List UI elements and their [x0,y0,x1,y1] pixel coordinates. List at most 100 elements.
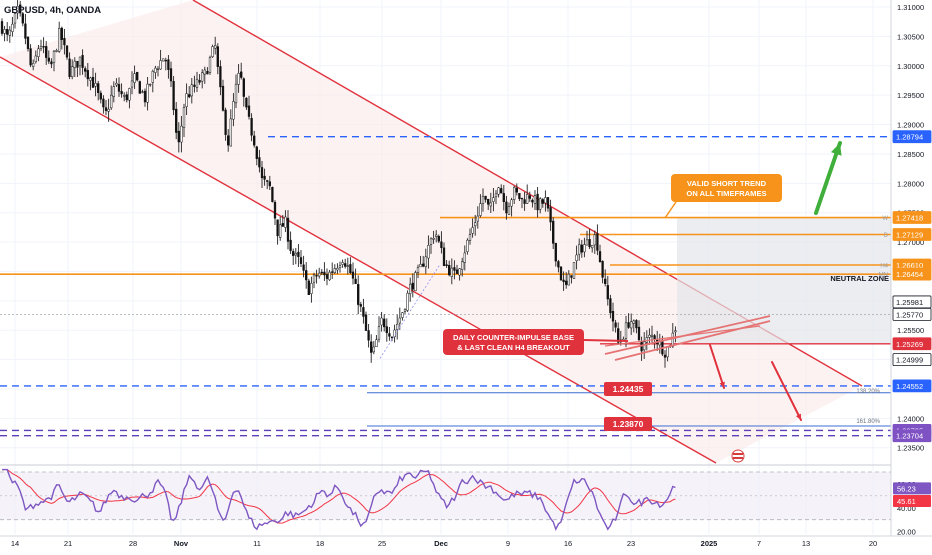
candle [354,268,357,285]
candle [128,87,131,109]
candle-body [253,135,256,146]
candle-body [19,4,22,14]
candle-body [102,98,105,108]
candle-body [229,118,232,147]
candle-body [234,83,238,104]
candle-body [528,195,531,199]
candle [11,16,14,37]
candle [505,195,508,220]
candle [29,44,32,68]
candle [203,66,206,84]
candle [476,206,479,229]
time-tick: 13 [802,539,810,548]
candle [89,76,92,91]
candle [214,36,217,55]
candle [549,199,552,231]
candle [632,319,635,333]
candle [533,190,537,210]
candle [81,49,84,75]
candle [448,260,451,277]
price-label: 1.25269 [896,340,923,349]
candle [432,230,435,244]
candle [557,259,560,273]
candle [489,192,492,214]
candle-body [476,215,479,222]
candle-body [115,82,118,86]
candle-body [572,262,576,279]
candle [120,83,123,98]
candle [650,325,654,344]
candle [359,301,362,313]
candle-body [294,252,297,256]
us-flag-icon [733,453,743,455]
candle-body [609,298,612,314]
candle [487,198,490,211]
price-tick: 1.29000 [897,121,924,130]
price-label-box [892,379,932,393]
candles-layer[interactable] [0,0,677,368]
candle [52,50,56,72]
candle [422,255,425,268]
time-tick: 28 [129,539,137,548]
candle [328,269,331,281]
target1-box [604,382,652,396]
candle [445,260,448,268]
candle-body [416,267,420,273]
candle-body [91,77,95,88]
candle-body [325,274,329,279]
candle [520,197,524,209]
candle-body [284,216,287,228]
candle [580,239,583,258]
candle [539,197,542,214]
candle-body [575,254,578,262]
red-down-arrow-head [719,381,725,388]
fib-label: 161.80% [856,419,880,425]
candle-body [143,90,147,103]
candle [552,217,555,250]
candle [442,242,446,267]
candle-body [650,334,654,337]
candle-body [154,67,157,73]
candle [331,262,334,280]
candle [630,313,633,335]
candle-body [112,86,115,97]
candle [86,62,89,87]
candle [468,228,472,245]
candle-body [299,257,303,264]
candle [271,186,274,203]
time-tick: 20 [869,539,877,548]
candle [406,290,409,312]
candle-body [117,84,121,92]
candle [42,37,45,54]
candle [554,242,557,267]
candle [177,122,180,153]
candle [466,238,469,255]
candle [320,269,323,275]
candle-body [0,21,4,34]
candle [281,214,284,227]
candle [674,326,677,343]
candle-body [128,88,131,101]
candle-body [29,48,32,66]
candle [593,230,596,254]
candle [229,109,232,147]
price-label: 1.27418 [896,214,923,223]
candle-body [429,238,433,245]
candle-body [338,265,342,268]
candle-body [385,326,388,334]
candle [216,43,219,75]
time-tick: 23 [627,539,635,548]
candle-body [458,268,461,276]
candle [91,67,95,88]
candle-body [596,233,599,251]
candle [45,41,48,65]
candle-body [138,81,141,94]
candle-body [162,58,165,62]
candle [224,107,227,141]
candle [154,65,157,79]
candle [13,12,17,29]
candle [193,75,196,93]
red-down-arrow-head [795,413,801,420]
price-label-box [892,267,932,281]
red-down-arrow [771,361,802,421]
